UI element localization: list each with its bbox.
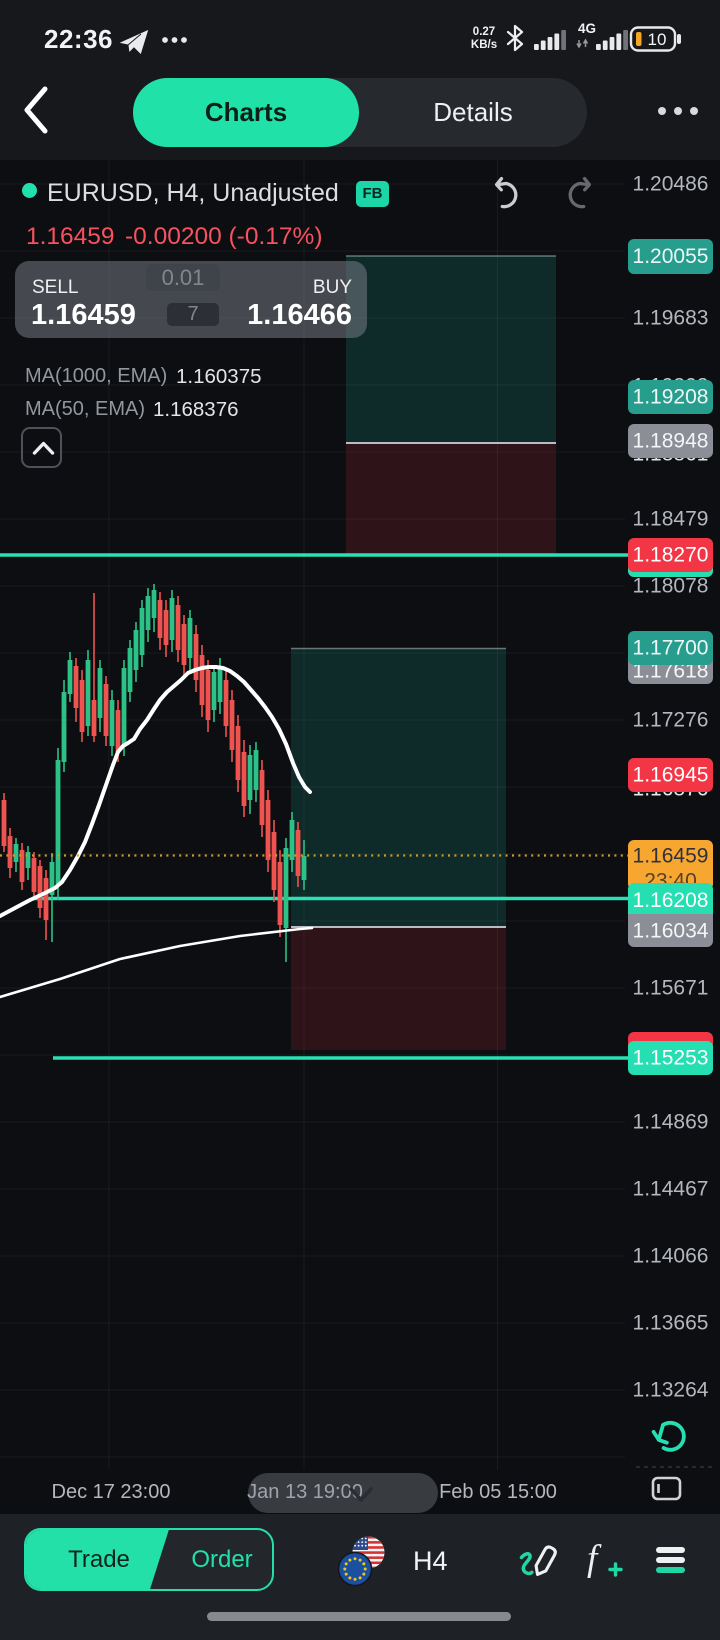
svg-text:1.17276: 1.17276: [633, 709, 709, 732]
svg-text:1.16945: 1.16945: [633, 764, 709, 787]
svg-text:1.13264: 1.13264: [633, 1379, 709, 1402]
svg-text:1.20486: 1.20486: [633, 173, 709, 196]
svg-text:10: 10: [648, 30, 667, 49]
svg-text:1.18479: 1.18479: [633, 508, 709, 531]
svg-text:1.15253: 1.15253: [633, 1047, 709, 1070]
svg-text:1.20055: 1.20055: [633, 245, 709, 268]
svg-text:1.13665: 1.13665: [633, 1312, 709, 1335]
svg-text:1.17618: 1.17618: [633, 660, 709, 683]
svg-text:Dec 17 23:00: Dec 17 23:00: [52, 1481, 171, 1503]
svg-text:Jan 13 19:00: Jan 13 19:00: [247, 1481, 363, 1503]
svg-text:1.18270: 1.18270: [633, 544, 709, 567]
svg-text:1.14869: 1.14869: [633, 1111, 709, 1134]
svg-text:1.14066: 1.14066: [633, 1245, 709, 1268]
svg-text:1.18078: 1.18078: [633, 575, 709, 598]
svg-text:1.16034: 1.16034: [633, 920, 709, 943]
svg-text:1.15671: 1.15671: [633, 977, 709, 1000]
svg-text:1.17700: 1.17700: [633, 637, 709, 660]
svg-text:f: f: [587, 1538, 602, 1579]
svg-text:1.14467: 1.14467: [633, 1178, 709, 1201]
svg-text:1.16459: 1.16459: [633, 845, 709, 868]
svg-text:1.19208: 1.19208: [633, 386, 709, 409]
svg-text:KB/s: KB/s: [471, 39, 497, 51]
svg-text:1.19683: 1.19683: [633, 307, 709, 330]
svg-text:1.16208: 1.16208: [633, 889, 709, 912]
svg-text:1.18948: 1.18948: [633, 430, 709, 453]
svg-text:4G: 4G: [578, 21, 596, 36]
svg-text:Feb 05 15:00: Feb 05 15:00: [439, 1481, 557, 1503]
svg-text:0.27: 0.27: [473, 26, 495, 38]
